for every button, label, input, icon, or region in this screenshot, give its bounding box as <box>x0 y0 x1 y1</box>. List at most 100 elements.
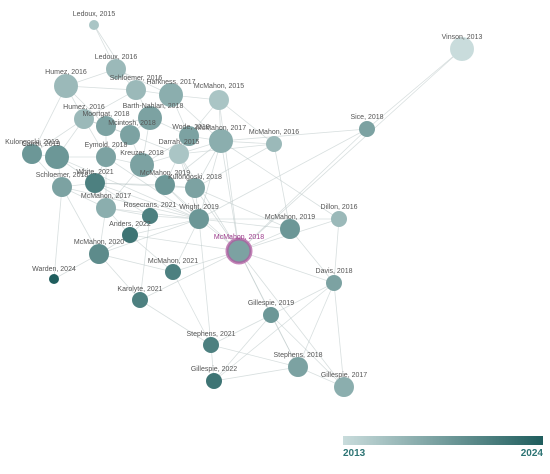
paper-label-kulongoski-2019: Kulongoski, 2019 <box>5 139 59 146</box>
citation-edge <box>238 128 368 252</box>
paper-node-stephens-2021[interactable] <box>203 337 219 353</box>
paper-node-darrah-2015[interactable] <box>169 144 189 164</box>
paper-node-mcmahon-2017[interactable] <box>209 129 233 153</box>
citation-edge <box>105 156 200 220</box>
paper-label-harkness-2017: Harkness, 2017 <box>146 79 195 86</box>
citation-edge <box>198 218 212 346</box>
paper-node-wode-2018[interactable] <box>179 126 199 146</box>
paper-label-rosecrans-2021: Rosecrans, 2021 <box>124 202 177 209</box>
paper-node-gillespie-2022[interactable] <box>206 373 222 389</box>
paper-node-mcmahon-2020[interactable] <box>89 244 109 264</box>
paper-node-warden-2024[interactable] <box>49 274 59 284</box>
citation-edge <box>289 228 335 284</box>
paper-node-harkness-2017[interactable] <box>159 83 183 107</box>
paper-node-davis-2018[interactable] <box>326 275 342 291</box>
legend-max-year: 2024 <box>520 448 543 459</box>
paper-label-mcmahon-2016: McMahon, 2016 <box>249 129 299 136</box>
paper-label-darrah-2015: Darrah, 2015 <box>159 139 200 146</box>
paper-node-rosecrans-2021[interactable] <box>142 208 158 224</box>
citation-edge <box>98 218 200 255</box>
citation-edge <box>139 299 212 346</box>
paper-label-gillespie-2017: Gillespie, 2017 <box>321 372 367 379</box>
paper-label-stephens-2021: Stephens, 2021 <box>186 331 235 338</box>
paper-node-dillon-2016[interactable] <box>331 211 347 227</box>
paper-node-schloemer-2018[interactable] <box>52 177 72 197</box>
paper-node-mcintosh-2018[interactable] <box>120 125 140 145</box>
citation-edge <box>198 218 291 230</box>
citation-edge <box>270 314 345 388</box>
paper-label-moortgat-2018: Moortgat, 2018 <box>82 111 129 118</box>
citation-edge <box>129 218 200 236</box>
citation-edge <box>53 186 63 280</box>
citation-edge <box>94 182 200 220</box>
paper-node-mcmahon-2019b[interactable] <box>280 219 300 239</box>
citation-edge <box>94 182 196 189</box>
paper-node-white-2021[interactable] <box>85 173 105 193</box>
paper-node-mcmahon-2017b[interactable] <box>96 198 116 218</box>
citation-edge <box>31 118 85 155</box>
paper-node-schloemer-2016[interactable] <box>126 80 146 100</box>
paper-node-humez-2016[interactable] <box>54 74 78 98</box>
paper-label-gillespie-2019: Gillespie, 2019 <box>248 300 294 307</box>
citation-edge <box>61 186 200 220</box>
paper-node-mcmahon-2019[interactable] <box>155 175 175 195</box>
paper-node-kreuzer-2018[interactable] <box>130 153 154 177</box>
paper-node-ledoux-2015[interactable] <box>89 20 99 30</box>
paper-label-karolyte-2021: Karolyte, 2021 <box>117 286 162 293</box>
paper-node-mcmahon-2021[interactable] <box>165 264 181 280</box>
paper-label-mcmahon-2020: McMahon, 2020 <box>74 239 124 246</box>
citation-edge <box>139 215 151 301</box>
citation-edge <box>56 156 200 220</box>
paper-label-mcintosh-2018: Mcintosh, 2018 <box>108 120 156 127</box>
paper-node-mcmahon-2018[interactable] <box>225 237 253 265</box>
citation-edge <box>210 344 299 368</box>
paper-node-vinson-2013[interactable] <box>450 37 474 61</box>
paper-node-mcmahon-2015[interactable] <box>209 90 229 110</box>
year-gradient-bar <box>343 436 543 445</box>
paper-node-barth-nahlan-2018[interactable] <box>138 106 162 130</box>
paper-node-stephens-2018[interactable] <box>288 357 308 377</box>
paper-node-carrol-2019[interactable] <box>45 145 69 169</box>
paper-label-humez-2016b: Humez, 2016 <box>63 104 105 111</box>
paper-node-sice-2018[interactable] <box>359 121 375 137</box>
paper-node-karolyte-2021[interactable] <box>132 292 148 308</box>
paper-node-eymold-2018[interactable] <box>96 147 116 167</box>
citation-edge <box>129 234 240 252</box>
paper-label-mcmahon-2018: McMahon, 2018 <box>214 234 264 241</box>
paper-node-humez-2016b[interactable] <box>74 109 94 129</box>
citation-edge <box>270 282 335 316</box>
citation-edge <box>238 250 345 388</box>
paper-node-mcmahon-2016[interactable] <box>266 136 282 152</box>
paper-label-anders-2022: Anders, 2022 <box>109 221 151 228</box>
paper-label-mcmahon-2021: McMahon, 2021 <box>148 258 198 265</box>
citation-edge <box>218 99 275 145</box>
paper-node-moortgat-2018[interactable] <box>96 116 116 136</box>
paper-node-wright-2019[interactable] <box>189 209 209 229</box>
citation-edge <box>218 99 240 252</box>
paper-label-dillon-2016: Dillon, 2016 <box>321 204 358 211</box>
network-nodes[interactable] <box>22 20 474 397</box>
paper-node-kulongoski-2018[interactable] <box>185 178 205 198</box>
paper-label-sice-2018: Sice, 2018 <box>350 114 383 121</box>
paper-label-barth-nahlan-2018: Barth-Nahlan, 2018 <box>123 103 184 110</box>
citation-edge <box>129 234 174 273</box>
citation-edge <box>194 187 291 230</box>
paper-node-gillespie-2019[interactable] <box>263 307 279 323</box>
paper-node-anders-2022[interactable] <box>122 227 138 243</box>
paper-node-kulongoski-2019[interactable] <box>22 144 42 164</box>
citation-edge <box>213 366 299 382</box>
citation-edge <box>220 128 368 142</box>
paper-node-ledoux-2016[interactable] <box>106 59 126 79</box>
citation-edge <box>297 282 335 368</box>
paper-node-gillespie-2017[interactable] <box>334 377 354 397</box>
paper-label-schloemer-2016: Schloemer, 2016 <box>110 75 163 82</box>
citation-edge <box>213 314 272 382</box>
legend-min-year: 2013 <box>343 448 366 459</box>
paper-label-wright-2019: Wright, 2019 <box>179 204 219 211</box>
citation-edge <box>220 140 340 220</box>
paper-label-white-2021: White, 2021 <box>76 169 113 176</box>
citation-edge <box>198 128 368 220</box>
paper-label-ledoux-2015: Ledoux, 2015 <box>73 11 116 18</box>
paper-label-vinson-2013: Vinson, 2013 <box>442 34 483 41</box>
